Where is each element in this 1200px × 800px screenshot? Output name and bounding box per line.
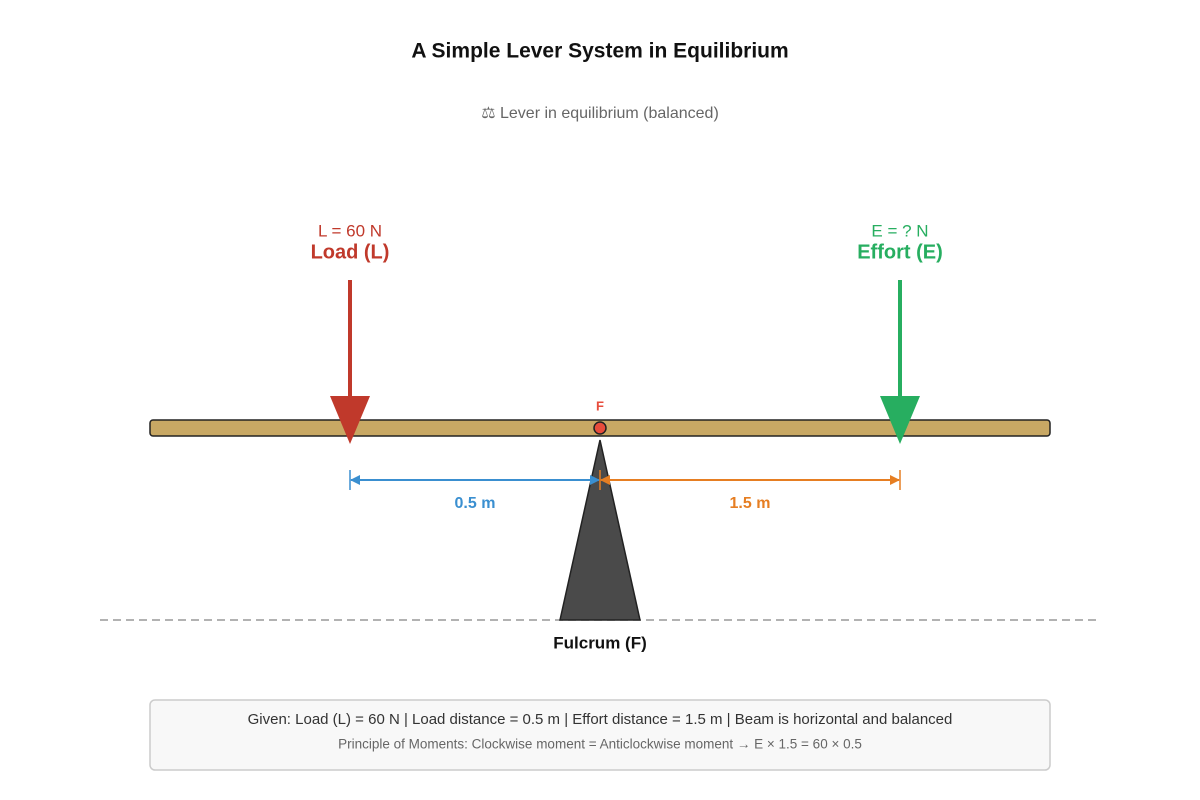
load-arrow-head — [330, 396, 370, 444]
pivot-label: F — [596, 398, 604, 413]
effort-distance: 1.5 m — [730, 495, 771, 512]
fulcrum — [559, 439, 641, 621]
load-value: L = 60 N — [318, 221, 382, 240]
effort-value: E = ? N — [871, 221, 928, 240]
principle-text: Principle of Moments: Clockwise moment =… — [338, 737, 862, 752]
pivot — [593, 421, 607, 435]
given-text: Given: Load (L) = 60 N | Load distance =… — [248, 711, 953, 728]
fulcrum-label: Fulcrum (F) — [553, 633, 647, 652]
effort-arrow-head — [880, 396, 920, 444]
load-distance: 0.5 m — [455, 495, 496, 512]
load-label: Load (L) — [311, 241, 390, 263]
effort-label: Effort (E) — [857, 241, 943, 263]
info-box — [149, 699, 1051, 771]
title: A Simple Lever System in Equilibrium — [411, 40, 788, 63]
subtitle: ⚖ Lever in equilibrium (balanced) — [481, 105, 719, 122]
